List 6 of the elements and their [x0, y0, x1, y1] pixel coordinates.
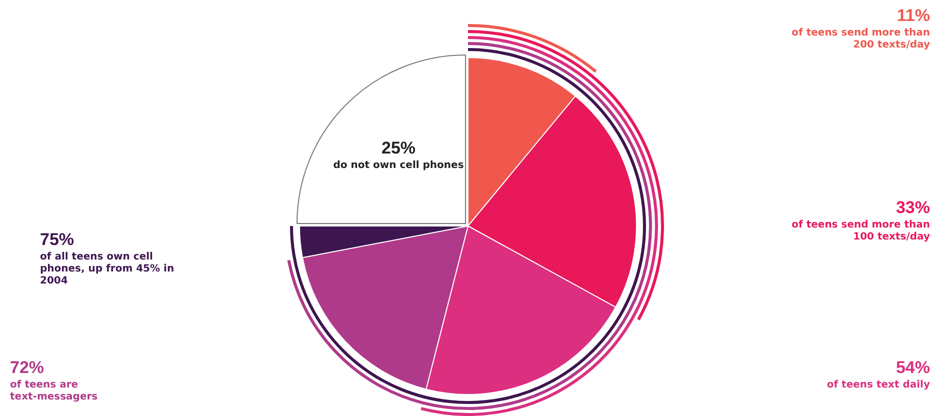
text: 25% do not own cell phones	[333, 138, 464, 172]
text: 72% of teens are text-messagers	[10, 358, 98, 403]
text: 75% of all teens own cell phones, up from 45% in 2004	[40, 230, 174, 287]
text: 11% of teens send more than 200 texts/day	[792, 6, 930, 51]
text: 33% of teens send more than 100 texts/day	[792, 198, 930, 243]
text: 54% of teens text daily	[826, 358, 930, 391]
